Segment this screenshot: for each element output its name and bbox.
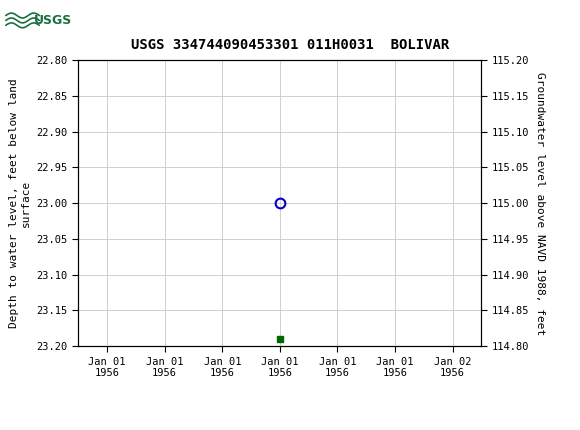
Text: USGS 334744090453301 011H0031  BOLIVAR: USGS 334744090453301 011H0031 BOLIVAR: [131, 37, 449, 52]
Y-axis label: Groundwater level above NAVD 1988, feet: Groundwater level above NAVD 1988, feet: [535, 71, 545, 335]
Text: USGS: USGS: [34, 14, 72, 27]
Y-axis label: Depth to water level, feet below land
surface: Depth to water level, feet below land su…: [9, 78, 31, 328]
Bar: [5, 4, 71, 37]
